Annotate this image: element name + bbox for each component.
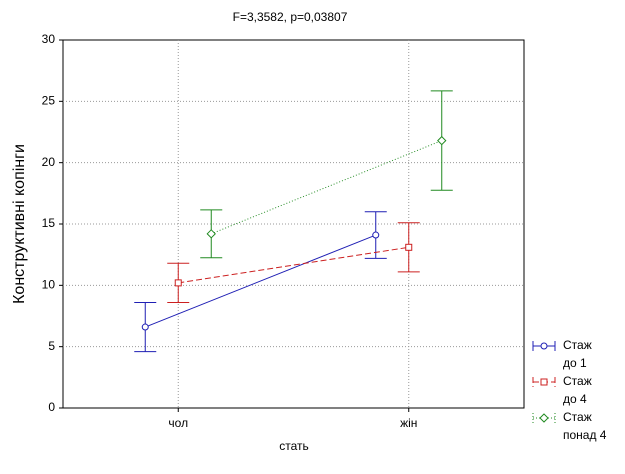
x-axis-label: стать xyxy=(279,439,309,453)
legend-label-line: Стаж xyxy=(563,410,592,424)
legend-label: Стаж понад 4 xyxy=(563,410,607,442)
marker xyxy=(141,323,149,331)
legend-label-line: понад 4 xyxy=(563,428,607,442)
legend-label-line: Стаж xyxy=(563,374,592,388)
marker xyxy=(539,413,549,423)
y-tick-label: 30 xyxy=(42,32,56,46)
series-line xyxy=(178,246,409,284)
series-line xyxy=(211,140,442,235)
y-tick-label: 5 xyxy=(48,339,55,353)
x-tick-label: чол xyxy=(168,416,188,430)
marker xyxy=(372,231,380,239)
legend-label-line: до 1 xyxy=(563,356,587,370)
marker xyxy=(437,135,447,146)
series-line xyxy=(145,234,376,328)
y-tick-label: 15 xyxy=(42,216,56,230)
chart-title: F=3,3582, p=0,03807 xyxy=(233,10,348,24)
marker xyxy=(405,243,413,251)
marker xyxy=(174,279,182,287)
marker xyxy=(540,378,548,386)
marker xyxy=(540,342,548,350)
legend-label-line: до 4 xyxy=(563,392,587,406)
legend-label-line: Стаж xyxy=(563,338,592,352)
y-axis-label: Конструктивні копінги xyxy=(11,144,28,304)
y-tick-label: 25 xyxy=(42,94,56,108)
legend-swatch xyxy=(532,413,556,423)
x-tick-label: жін xyxy=(400,416,417,430)
y-tick-label: 10 xyxy=(42,278,56,292)
y-tick-label: 0 xyxy=(48,400,55,414)
legend-label: Стаж до 4 xyxy=(563,374,592,406)
y-tick-label: 20 xyxy=(42,155,56,169)
marker xyxy=(206,229,216,239)
legend-label: Стаж до 1 xyxy=(563,338,592,370)
